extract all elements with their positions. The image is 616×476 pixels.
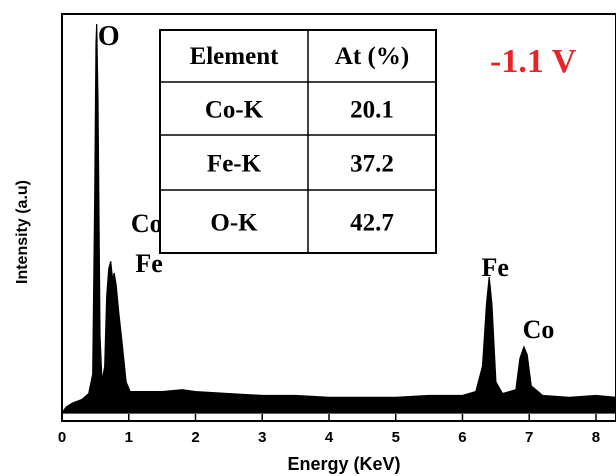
peak-labels: O Co Fe Fe Co [98, 21, 555, 344]
x-tick-label: 8 [592, 429, 600, 446]
table-cell: 20.1 [350, 97, 394, 124]
table-cell: 37.2 [350, 151, 394, 178]
x-tick-label: 0 [58, 429, 66, 446]
x-axis-title: Energy (KeV) [287, 454, 400, 474]
x-axis-ticks: 0 1 2 3 4 5 6 7 8 [58, 414, 600, 446]
composition-table: Element At (%) Co-K 20.1 Fe-K 37.2 O-K 42.7 [159, 29, 437, 254]
x-tick-label: 4 [325, 429, 334, 446]
table-cell: Fe-K [207, 151, 262, 178]
table-header-cell: At (%) [335, 43, 409, 70]
table-cell: 42.7 [350, 210, 394, 237]
x-tick-label: 3 [258, 429, 266, 446]
table-cell: O-K [210, 210, 258, 237]
y-axis-title: Intensity (a.u) [14, 180, 31, 284]
x-tick-label: 5 [392, 429, 400, 446]
x-tick-label: 6 [458, 429, 466, 446]
peak-label: Co [523, 315, 555, 344]
spectrum-series [60, 23, 616, 414]
x-tick-label: 2 [191, 429, 199, 446]
table-frame [159, 29, 437, 254]
table-cell: Co-K [205, 97, 264, 124]
peak-label: O [98, 21, 120, 52]
potential-annotation: -1.1 V [490, 43, 577, 80]
table-header-cell: Element [190, 43, 280, 70]
x-tick-label: 7 [525, 429, 533, 446]
peak-label: Co [131, 209, 163, 238]
peak-label: Fe [481, 253, 508, 282]
x-tick-label: 1 [125, 429, 133, 446]
peak-label: Fe [135, 249, 162, 278]
